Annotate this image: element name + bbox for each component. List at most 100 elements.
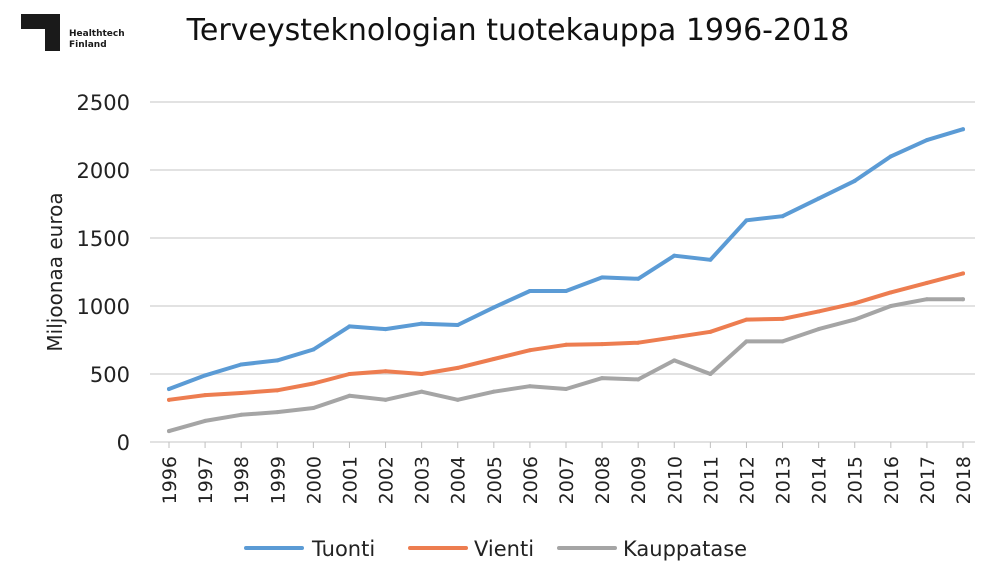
chart-title: Terveysteknologian tuotekauppa 1996-2018 bbox=[186, 13, 850, 48]
data-point-tuonti bbox=[672, 253, 677, 258]
x-tick-label: 2009 bbox=[628, 456, 650, 504]
data-point-vienti bbox=[275, 388, 280, 393]
data-point-tuonti bbox=[924, 138, 929, 143]
data-point-vienti bbox=[852, 301, 857, 306]
x-tick-label: 2018 bbox=[953, 456, 975, 504]
legend: Tuonti Vienti Kauppatase bbox=[244, 537, 747, 561]
data-point-tuonti bbox=[491, 305, 496, 310]
x-tick-label: 2015 bbox=[845, 456, 867, 504]
plot-area bbox=[167, 127, 965, 434]
data-point-vienti bbox=[311, 381, 316, 386]
data-point-tuonti bbox=[167, 386, 171, 391]
healthtech-finland-logo: Healthtech Finland bbox=[21, 14, 125, 51]
data-point-tuonti bbox=[275, 358, 280, 363]
data-point-kauppatase bbox=[672, 358, 677, 363]
x-tick-label: 2004 bbox=[448, 456, 470, 504]
data-point-kauppatase bbox=[167, 429, 171, 434]
data-point-kauppatase bbox=[527, 384, 532, 389]
data-point-tuonti bbox=[961, 127, 965, 132]
data-point-kauppatase bbox=[275, 410, 280, 415]
data-point-tuonti bbox=[780, 214, 785, 219]
x-tick-label: 1997 bbox=[195, 456, 217, 504]
x-tick-label: 2008 bbox=[592, 456, 614, 504]
x-tick-label: 2012 bbox=[736, 456, 758, 504]
x-tick-label: 2011 bbox=[700, 456, 722, 504]
y-axis-label: Miljoonaa euroa bbox=[43, 192, 67, 351]
data-point-tuonti bbox=[852, 178, 857, 183]
data-point-vienti bbox=[239, 391, 244, 396]
data-point-tuonti bbox=[527, 289, 532, 294]
data-point-kauppatase bbox=[708, 372, 713, 376]
x-tick-label: 1998 bbox=[231, 456, 253, 504]
data-point-kauppatase bbox=[383, 397, 388, 402]
logo-line-2: Finland bbox=[69, 40, 107, 50]
data-point-vienti bbox=[636, 340, 641, 345]
data-point-tuonti bbox=[239, 362, 244, 367]
y-tick-label: 1000 bbox=[77, 295, 130, 319]
data-point-kauppatase bbox=[455, 397, 460, 402]
y-axis-ticks: 0 500 1000 1500 2000 2500 bbox=[77, 91, 130, 455]
data-point-vienti bbox=[672, 335, 677, 340]
data-point-tuonti bbox=[600, 275, 605, 280]
data-point-kauppatase bbox=[961, 297, 965, 302]
x-tick-label: 2010 bbox=[664, 456, 686, 504]
x-tick-label: 2006 bbox=[520, 456, 542, 504]
x-tick-label: 2014 bbox=[809, 456, 831, 504]
data-point-tuonti bbox=[347, 324, 352, 329]
data-point-kauppatase bbox=[600, 376, 605, 381]
data-point-tuonti bbox=[455, 323, 460, 328]
data-point-vienti bbox=[600, 342, 605, 347]
data-point-vienti bbox=[564, 342, 568, 347]
x-tick-label: 2001 bbox=[339, 456, 361, 504]
x-tick-label: 2002 bbox=[376, 456, 398, 504]
data-point-vienti bbox=[888, 290, 893, 295]
data-point-vienti bbox=[383, 369, 388, 374]
logo-mark-icon bbox=[21, 14, 60, 51]
data-point-vienti bbox=[780, 316, 785, 321]
x-tick-label: 1996 bbox=[159, 456, 181, 504]
logo-line-1: Healthtech bbox=[69, 29, 125, 39]
data-point-vienti bbox=[527, 348, 532, 353]
data-point-kauppatase bbox=[744, 339, 749, 344]
data-point-vienti bbox=[744, 317, 749, 322]
data-point-tuonti bbox=[708, 257, 713, 262]
data-point-kauppatase bbox=[491, 389, 496, 394]
data-point-vienti bbox=[347, 372, 352, 376]
data-point-tuonti bbox=[383, 327, 388, 332]
data-point-vienti bbox=[708, 329, 713, 334]
gridlines bbox=[150, 101, 975, 443]
data-point-tuonti bbox=[419, 321, 424, 326]
data-point-kauppatase bbox=[564, 386, 568, 391]
data-point-kauppatase bbox=[347, 393, 352, 398]
x-tick-label: 2003 bbox=[412, 456, 434, 504]
data-point-kauppatase bbox=[203, 418, 208, 423]
x-tick-label: 2017 bbox=[917, 456, 939, 504]
data-point-vienti bbox=[491, 357, 496, 362]
x-tick-label: 1999 bbox=[267, 456, 289, 504]
data-point-kauppatase bbox=[311, 406, 316, 410]
data-point-tuonti bbox=[816, 196, 821, 201]
y-tick-label: 500 bbox=[90, 363, 130, 387]
legend-label-tuonti: Tuonti bbox=[311, 537, 375, 561]
x-tick-label: 2007 bbox=[556, 456, 578, 504]
x-tick-label: 2016 bbox=[881, 456, 903, 504]
series-line-tuonti bbox=[167, 127, 965, 391]
data-point-kauppatase bbox=[419, 389, 424, 394]
data-point-kauppatase bbox=[816, 327, 821, 332]
data-point-tuonti bbox=[636, 276, 641, 281]
legend-label-kauppatase: Kauppatase bbox=[623, 537, 747, 561]
data-point-kauppatase bbox=[780, 339, 785, 344]
series-line-kauppatase bbox=[167, 297, 965, 434]
data-point-kauppatase bbox=[924, 297, 929, 302]
x-tick-label: 2013 bbox=[773, 456, 795, 504]
data-point-kauppatase bbox=[239, 412, 244, 417]
y-tick-label: 2500 bbox=[77, 91, 130, 115]
x-tick-label: 2005 bbox=[484, 456, 506, 504]
data-point-tuonti bbox=[564, 289, 568, 294]
data-point-vienti bbox=[419, 372, 424, 376]
data-point-vienti bbox=[455, 365, 460, 370]
data-point-tuonti bbox=[744, 218, 749, 223]
data-point-kauppatase bbox=[888, 304, 893, 308]
x-axis-ticks: 1996 1997 1998 1999 2000 2001 2002 2003 2004 2005… bbox=[159, 442, 975, 504]
